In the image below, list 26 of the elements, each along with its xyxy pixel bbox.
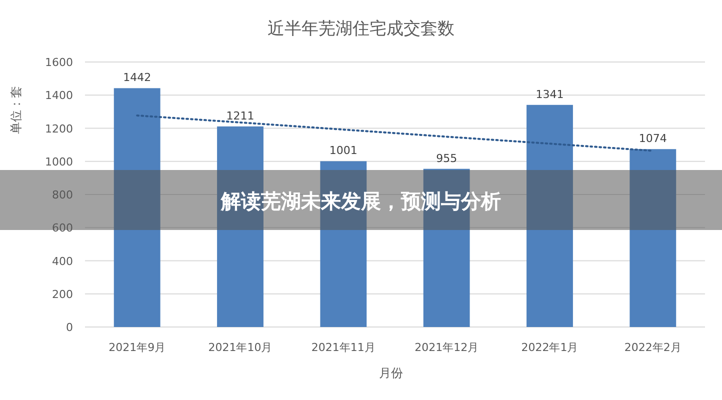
- chart-title: 近半年芜湖住宅成交套数: [268, 19, 454, 39]
- y-axis-title: 单位：套: [9, 86, 23, 134]
- bar: [114, 88, 160, 327]
- x-tick-label: 2021年11月: [311, 341, 376, 354]
- data-label: 1211: [226, 109, 254, 122]
- y-tick-label: 0: [66, 321, 73, 334]
- y-tick-label: 800: [52, 188, 73, 202]
- data-label: 1074: [638, 132, 667, 146]
- y-tick-label: 400: [52, 254, 73, 268]
- x-tick-label: 2022年1月: [521, 341, 578, 354]
- bar: [526, 104, 573, 327]
- data-label: 1001: [329, 144, 358, 158]
- y-tick-label: 1400: [45, 89, 73, 102]
- data-label: 1341: [536, 88, 564, 101]
- bar: [630, 149, 676, 327]
- y-tick-label: 200: [52, 288, 73, 301]
- x-tick-label: 2022年2月: [624, 341, 682, 354]
- x-tick-label: 2021年12月: [414, 341, 479, 354]
- x-tick-label: 2021年10月: [208, 341, 272, 354]
- y-tick-label: 1200: [45, 122, 73, 136]
- x-axis-title: 月份: [379, 366, 403, 380]
- x-tick-label: 2021年9月: [108, 341, 166, 354]
- y-tick-label: 1600: [45, 56, 73, 69]
- data-label: 955: [436, 152, 458, 165]
- y-tick-label: 1000: [45, 155, 73, 168]
- data-label: 1442: [123, 71, 152, 84]
